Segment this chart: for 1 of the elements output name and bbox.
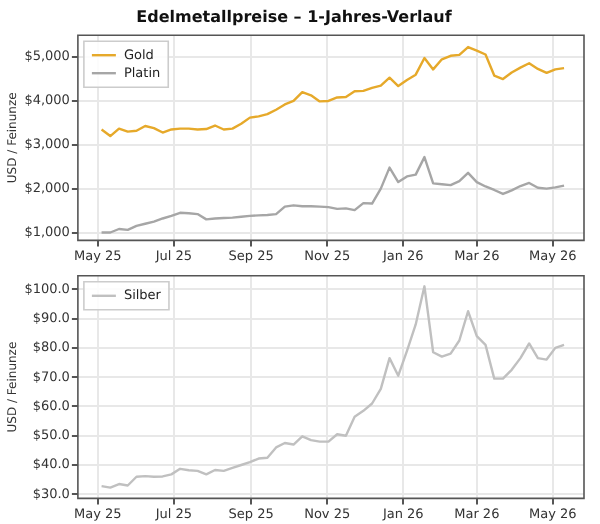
chart-title: Edelmetallpreise – 1-Jahres-Verlauf: [136, 7, 453, 26]
